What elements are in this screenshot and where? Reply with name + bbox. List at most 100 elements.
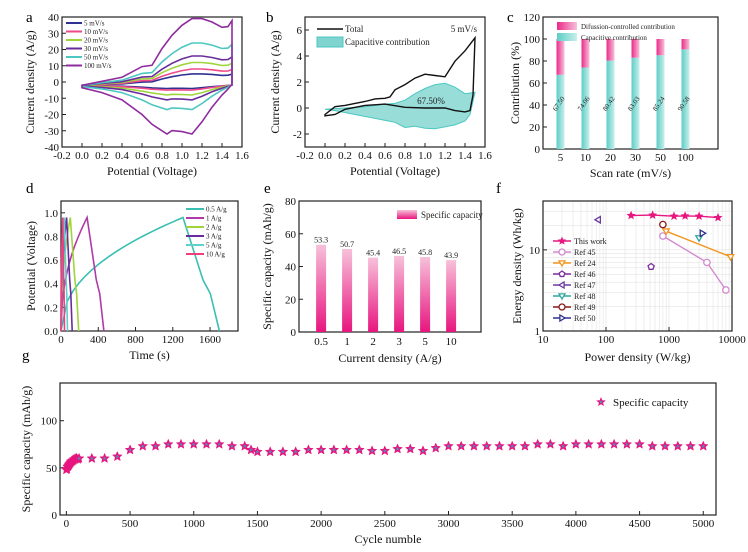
data-point-star-center [204, 442, 209, 446]
legend-label: 5 A/g [206, 242, 222, 250]
x-tick-label: 0 [58, 334, 64, 346]
bar-data-label: 45.8 [418, 248, 432, 257]
chart-c-contribution-bars: 0 20 40 60 80 100 120 Scan rate (mV/s) Contribut… [508, 12, 719, 180]
x-axis-label: Potential (Voltage) [107, 164, 197, 178]
data-point-star-center [357, 447, 362, 452]
data-point-star-center [701, 444, 706, 448]
x-tick-label: 0.8 [155, 150, 169, 162]
y-axis-label: Energy density (Wh/kg) [510, 208, 524, 324]
x-tick-label: 100 [598, 334, 615, 346]
data-point-star-center [459, 444, 464, 448]
bar-data-label: 83.03 [626, 95, 642, 113]
bar-data-label: 80.42 [601, 95, 617, 113]
x-tick-label: 1000 [183, 518, 206, 530]
data-point-star-center [319, 447, 323, 452]
legend-label: 20 mV/s [84, 37, 108, 45]
x-tick-label: 0.4 [115, 150, 129, 162]
marker-triangle-left [557, 280, 565, 290]
bar-data-label: 46.5 [392, 247, 406, 256]
data-point-star-center [408, 447, 413, 451]
y-tick-label: 120 [524, 12, 541, 24]
x-tick-label: 50 [655, 152, 667, 164]
y-tick-label: 100 [41, 416, 58, 428]
marker-circle [558, 303, 566, 311]
legend-label: Specific capacity [613, 397, 689, 409]
x-tick-label: 500 [122, 518, 139, 530]
y-tick-label: 0.2 [44, 302, 58, 314]
y-tick-label: 40 [285, 262, 297, 274]
x-tick-label: 10 [538, 334, 550, 346]
panel-label-g: g [22, 348, 30, 364]
x-axis-label: Scan rate (mV/s) [590, 166, 671, 180]
data-point-star-center [166, 442, 171, 446]
x-tick-label: 3500 [501, 518, 524, 530]
marker-star [680, 211, 690, 220]
y-tick-label: -40 [44, 142, 59, 154]
bar-data-label: 90.58 [676, 95, 692, 113]
bar-capacitive [656, 55, 665, 149]
bar-diffusion [681, 39, 690, 50]
y-tick-label: -20 [44, 110, 59, 122]
x-axis-label: Time (s) [129, 348, 170, 362]
x-tick-label: 400 [90, 334, 107, 346]
bar-capacitive [606, 60, 615, 150]
y-tick-label: -2 [293, 129, 302, 141]
legend-label: Capacitive contribution [345, 37, 430, 47]
x-tick-label: 5000 [692, 518, 715, 530]
y-tick-label: 40 [48, 12, 60, 24]
y-tick-label: 60 [529, 78, 541, 90]
y-tick-label: 0 [535, 144, 541, 156]
data-point-star-center [153, 444, 158, 448]
marker-star [648, 210, 658, 219]
legend-label: 5 mV/s [84, 20, 105, 28]
y-tick-label: 6 [297, 25, 303, 37]
legend-label: 10 A/g [206, 251, 225, 259]
data-point-star-center [497, 444, 502, 448]
y-tick-label: 20 [529, 122, 541, 134]
percent-annotation: 67.50% [417, 96, 445, 106]
y-tick-label: 0 [54, 77, 60, 89]
data-point-star-center [688, 444, 693, 448]
data-point-star-center [574, 442, 578, 446]
x-tick-label: 4000 [565, 518, 588, 530]
y-axis-label: Potential (Voltage) [24, 221, 38, 311]
legend-swatch-capacitive [316, 36, 344, 48]
data-point-star-center [344, 447, 349, 452]
capacity-bar [316, 244, 327, 332]
plot-frame [542, 200, 733, 332]
x-tick-label: 0 [64, 518, 70, 530]
capacity-bar [368, 257, 379, 332]
data-point-star-center [255, 449, 260, 454]
panel-label-e: e [264, 181, 271, 197]
data-point-star-center [624, 442, 629, 446]
x-tick-label: 5 [422, 336, 428, 348]
marker-pentagon [647, 262, 655, 270]
data-point-star-center [523, 444, 527, 448]
legend-label: Ref 24 [574, 259, 596, 268]
legend-swatch-capacitive [557, 33, 577, 41]
y-tick-label: 0.8 [44, 231, 58, 243]
marker-circle [659, 232, 667, 240]
marker-star [669, 211, 679, 220]
x-tick-label: 0.6 [378, 150, 392, 162]
y-tick-label: 4 [297, 51, 303, 63]
panel-label-d: d [26, 181, 34, 197]
x-tick-label: 0.2 [338, 150, 352, 162]
data-point-star-center [306, 447, 311, 452]
legend-label: Capacitive contribution [581, 34, 647, 42]
legend-label: Ref 45 [574, 248, 596, 257]
bar-capacitive [681, 49, 690, 149]
y-tick-label: 0.6 [44, 255, 58, 267]
data-point-star-center [421, 448, 425, 453]
y-tick-label: 1.0 [44, 208, 58, 220]
bar-data-label: 53.3 [314, 236, 328, 245]
gcd-curve-5 [60, 217, 66, 332]
gcd-curve-0 [60, 216, 221, 332]
data-point-star-center [332, 447, 336, 452]
rate-annotation: 5 mV/s [451, 24, 478, 34]
marker-circle [558, 248, 566, 256]
bar-diffusion [581, 39, 590, 68]
marker-triangle-down [694, 235, 704, 243]
